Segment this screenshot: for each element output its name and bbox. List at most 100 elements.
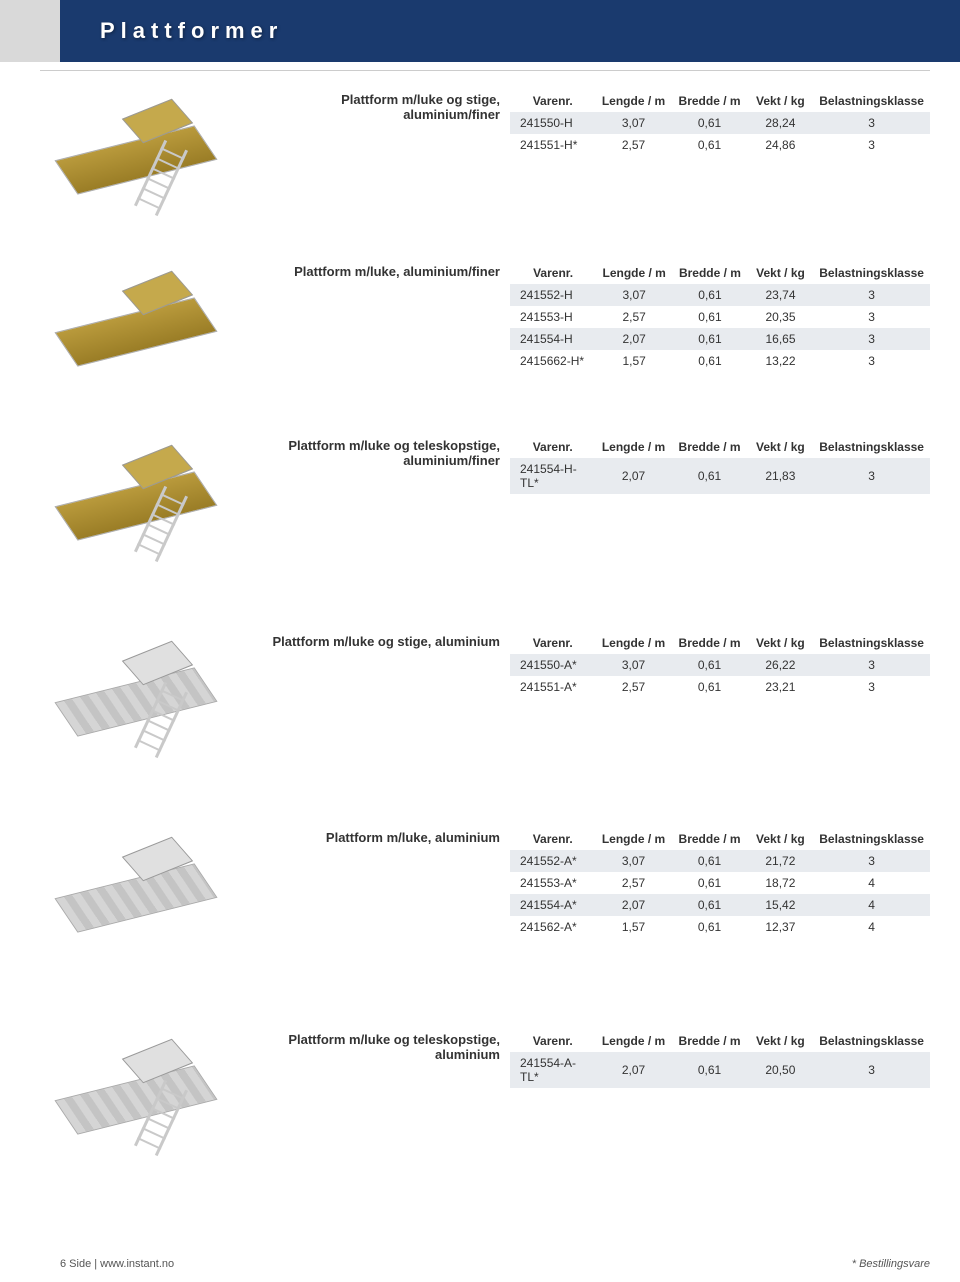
cell-w: 21,83	[748, 458, 814, 494]
product-title: Plattform m/luke og stige, aluminium	[250, 634, 500, 649]
col-header-varenr: Varenr.	[510, 632, 595, 654]
col-header-klasse: Belastningsklasse	[813, 90, 930, 112]
col-header-klasse: Belastningsklasse	[813, 632, 930, 654]
product-table: Varenr.Lengde / mBredde / mVekt / kgBela…	[510, 1030, 930, 1088]
cell-k: 3	[813, 850, 930, 872]
cell-l: 1,57	[596, 350, 672, 372]
cell-k: 3	[813, 458, 930, 494]
cell-v: 241553-H	[510, 306, 596, 328]
cell-b: 0,61	[672, 1052, 748, 1088]
cell-l: 3,07	[596, 284, 672, 306]
product-table: Varenr.Lengde / mBredde / mVekt / kgBela…	[510, 436, 930, 494]
col-header-varenr: Varenr.	[510, 436, 595, 458]
cell-v: 241550-A*	[510, 654, 595, 676]
cell-w: 23,74	[748, 284, 813, 306]
cell-v: 241562-A*	[510, 916, 595, 938]
table-row: 241562-A*1,570,6112,374	[510, 916, 930, 938]
cell-l: 2,57	[596, 306, 672, 328]
cell-l: 2,57	[595, 676, 671, 698]
cell-w: 26,22	[748, 654, 814, 676]
footer-left: 6 Side | www.instant.no	[60, 1258, 174, 1270]
product-section: Plattform m/luke og teleskopstige, alumi…	[60, 1030, 930, 1210]
product-table: Varenr.Lengde / mBredde / mVekt / kgBela…	[510, 90, 930, 156]
cell-l: 3,07	[595, 654, 671, 676]
product-section: Plattform m/luke, aluminiumVarenr.Lengde…	[60, 828, 930, 1008]
table-row: 241550-A*3,070,6126,223	[510, 654, 930, 676]
cell-b: 0,61	[672, 350, 748, 372]
cell-w: 18,72	[748, 872, 814, 894]
cell-b: 0,61	[672, 894, 748, 916]
product-table: Varenr.Lengde / mBredde / mVekt / kgBela…	[510, 262, 930, 372]
cell-b: 0,61	[672, 328, 748, 350]
cell-w: 21,72	[748, 850, 814, 872]
page-header: Plattformer	[0, 0, 960, 62]
col-header-vekt: Vekt / kg	[748, 90, 814, 112]
cell-w: 12,37	[748, 916, 814, 938]
cell-b: 0,61	[672, 306, 748, 328]
cell-w: 28,24	[748, 112, 814, 134]
table-row: 241550-H3,070,6128,243	[510, 112, 930, 134]
product-illustration	[60, 100, 235, 210]
product-table: Varenr.Lengde / mBredde / mVekt / kgBela…	[510, 632, 930, 698]
product-illustration	[60, 446, 235, 556]
col-header-lengde: Lengde / m	[596, 262, 672, 284]
col-header-bredde: Bredde / m	[672, 436, 748, 458]
cell-k: 3	[813, 306, 930, 328]
cell-w: 24,86	[748, 134, 814, 156]
cell-v: 241554-H	[510, 328, 596, 350]
page-title: Plattformer	[100, 18, 283, 44]
col-header-vekt: Vekt / kg	[748, 436, 814, 458]
product-illustration	[60, 838, 235, 948]
cell-k: 3	[813, 1052, 930, 1088]
cell-k: 4	[813, 872, 930, 894]
col-header-vekt: Vekt / kg	[748, 632, 814, 654]
col-header-varenr: Varenr.	[510, 828, 595, 850]
cell-k: 3	[813, 328, 930, 350]
product-title: Plattform m/luke, aluminium	[250, 830, 500, 845]
cell-v: 2415662-H*	[510, 350, 596, 372]
cell-l: 2,07	[595, 894, 671, 916]
col-header-klasse: Belastningsklasse	[813, 1030, 930, 1052]
cell-l: 2,07	[596, 328, 672, 350]
cell-b: 0,61	[672, 112, 748, 134]
cell-w: 13,22	[748, 350, 813, 372]
col-header-lengde: Lengde / m	[595, 90, 671, 112]
col-header-varenr: Varenr.	[510, 262, 596, 284]
header-grey-block	[0, 0, 60, 62]
product-section: Plattform m/luke og teleskopstige, alumi…	[60, 436, 930, 616]
table-row: 241551-A*2,570,6123,213	[510, 676, 930, 698]
table-row: 241553-A*2,570,6118,724	[510, 872, 930, 894]
col-header-bredde: Bredde / m	[672, 828, 748, 850]
cell-k: 3	[813, 676, 930, 698]
cell-b: 0,61	[672, 916, 748, 938]
col-header-bredde: Bredde / m	[672, 90, 748, 112]
cell-k: 4	[813, 894, 930, 916]
col-header-klasse: Belastningsklasse	[813, 828, 930, 850]
cell-k: 3	[813, 112, 930, 134]
cell-l: 3,07	[595, 850, 671, 872]
product-title: Plattform m/luke, aluminium/finer	[250, 264, 500, 279]
cell-v: 241551-H*	[510, 134, 595, 156]
table-row: 241551-H*2,570,6124,863	[510, 134, 930, 156]
cell-w: 16,65	[748, 328, 813, 350]
header-rule	[40, 70, 930, 71]
col-header-vekt: Vekt / kg	[748, 828, 814, 850]
cell-v: 241551-A*	[510, 676, 595, 698]
cell-l: 1,57	[595, 916, 671, 938]
cell-v: 241554-A-TL*	[510, 1052, 595, 1088]
col-header-klasse: Belastningsklasse	[813, 436, 930, 458]
table-row: 241554-H-TL*2,070,6121,833	[510, 458, 930, 494]
footer-right: * Bestillingsvare	[852, 1258, 930, 1270]
table-row: 241554-H2,070,6116,653	[510, 328, 930, 350]
table-row: 2415662-H*1,570,6113,223	[510, 350, 930, 372]
cell-l: 3,07	[595, 112, 671, 134]
cell-b: 0,61	[672, 134, 748, 156]
product-title: Plattform m/luke og stige, aluminium/fin…	[250, 92, 500, 122]
cell-v: 241553-A*	[510, 872, 595, 894]
table-row: 241553-H2,570,6120,353	[510, 306, 930, 328]
table-row: 241552-A*3,070,6121,723	[510, 850, 930, 872]
col-header-vekt: Vekt / kg	[748, 262, 813, 284]
col-header-bredde: Bredde / m	[672, 1030, 748, 1052]
cell-v: 241550-H	[510, 112, 595, 134]
cell-w: 23,21	[748, 676, 814, 698]
